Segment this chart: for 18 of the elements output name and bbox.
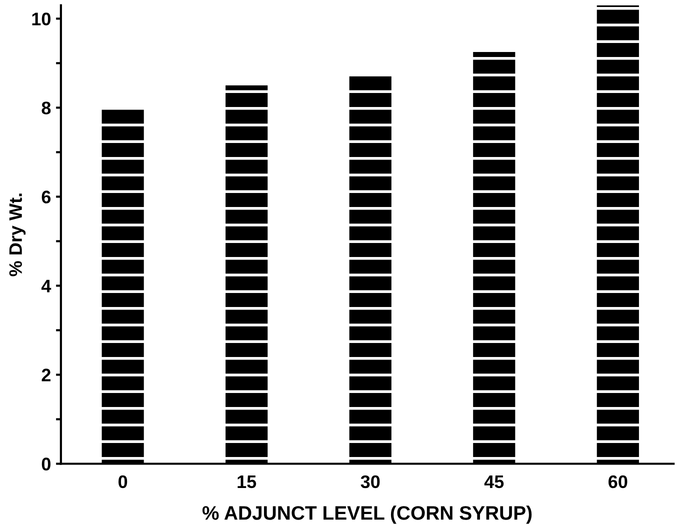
y-tick-label: 10 [32, 12, 50, 26]
bar [102, 108, 144, 464]
x-tick-label: 30 [360, 475, 380, 488]
y-tick-label: 0 [42, 458, 50, 470]
bar [349, 74, 392, 464]
x-tick-label: 0 [118, 475, 128, 488]
x-tick-label: 15 [238, 476, 256, 488]
y-tick-label: 8 [42, 102, 51, 114]
bar [596, 5, 639, 464]
y-tick-label: 6 [42, 190, 51, 204]
y-tick-label: 4 [41, 280, 52, 292]
bar [226, 85, 268, 464]
y-axis-title: % Dry Wt. [9, 194, 26, 276]
x-tick-label: 45 [484, 476, 504, 488]
x-tick-label: 60 [608, 475, 628, 488]
x-axis-title: % ADJUNCT LEVEL (CORN SYRUP) [202, 506, 532, 524]
bar [473, 52, 516, 464]
y-tick-label: 2 [42, 368, 50, 382]
